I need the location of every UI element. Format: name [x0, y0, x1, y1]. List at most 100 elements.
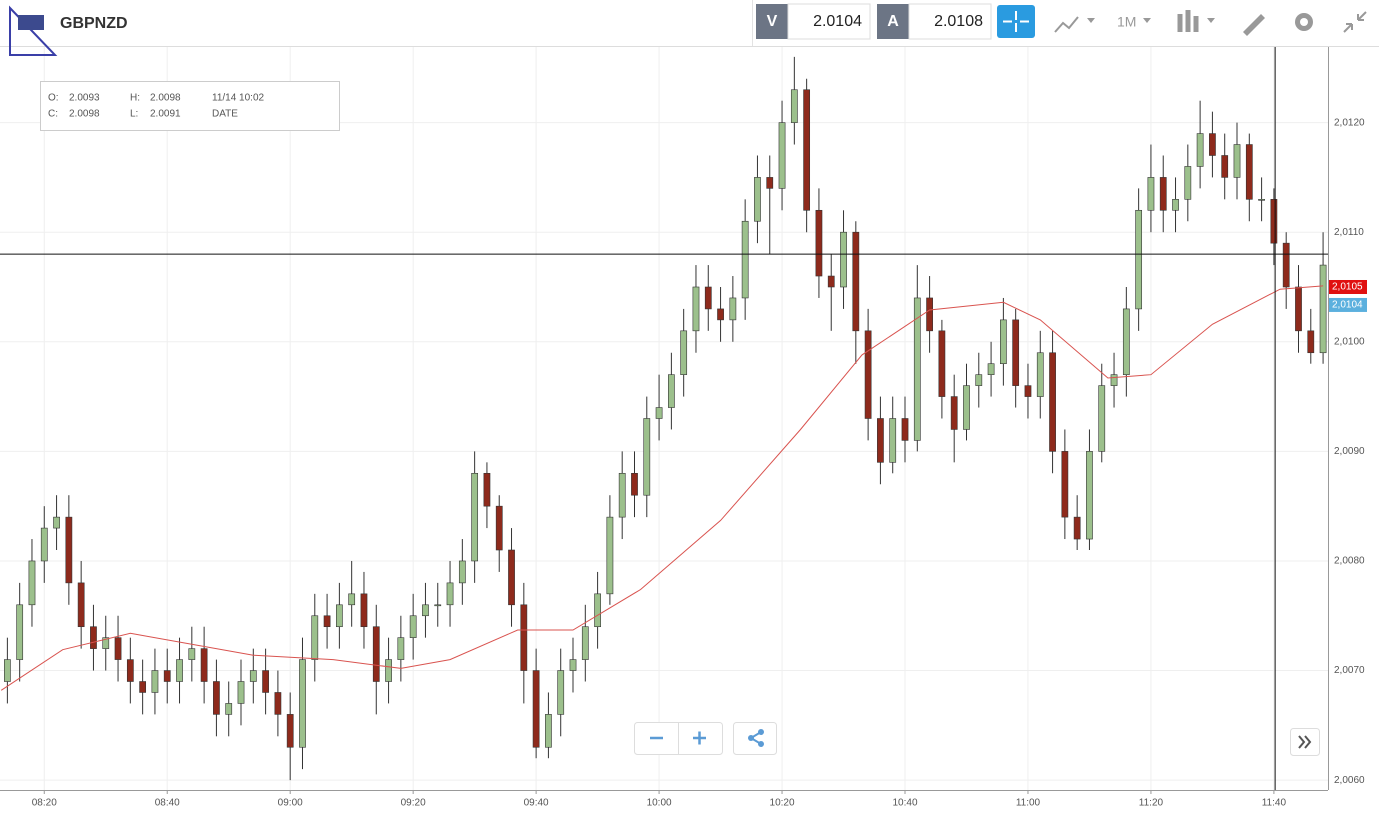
- candle-body: [790, 89, 798, 123]
- draw-icon[interactable]: [1243, 14, 1265, 36]
- candle-body: [163, 670, 171, 682]
- candle-body: [901, 418, 909, 441]
- candle-body: [557, 670, 565, 715]
- candle-body: [299, 659, 306, 748]
- info-value: 2.0098: [150, 93, 181, 104]
- candle-body: [372, 626, 380, 682]
- bid-label: V: [767, 13, 778, 30]
- candle-body: [864, 330, 872, 419]
- candle-body: [987, 363, 995, 375]
- candle-body: [717, 308, 724, 321]
- candle-body: [77, 582, 85, 628]
- chart-type-icon[interactable]: [1054, 16, 1079, 33]
- candle-body: [827, 275, 835, 288]
- candle-body: [176, 659, 183, 682]
- y-tick-label: 2,0100: [1334, 336, 1365, 347]
- candle-body: [520, 604, 528, 671]
- candle-body: [102, 637, 110, 649]
- symbol: GBPNZD: [60, 15, 128, 32]
- y-tick-label: 2,0120: [1334, 117, 1365, 128]
- candle-body: [655, 407, 663, 419]
- candle-body: [1172, 199, 1179, 211]
- candle-body: [237, 681, 245, 704]
- candle-body: [704, 286, 712, 310]
- info-value: 2.0093: [69, 93, 100, 104]
- candle-body: [631, 472, 638, 496]
- ask-label: A: [887, 13, 899, 30]
- candle-body: [446, 582, 454, 606]
- candle-body: [139, 681, 147, 693]
- candle-body: [877, 418, 884, 463]
- candle-body: [434, 604, 442, 607]
- bid-tag: [756, 4, 788, 39]
- candle-body: [126, 659, 134, 682]
- candle-body: [569, 659, 577, 671]
- candle-body: [323, 615, 331, 628]
- info-value: 2.0091: [150, 109, 181, 120]
- price-tag-label: 2,0105: [1332, 282, 1363, 293]
- candle-body: [594, 593, 601, 628]
- candle-body: [581, 626, 589, 660]
- candle-body: [53, 516, 60, 529]
- candle-body: [1024, 385, 1032, 397]
- candle-body: [409, 615, 417, 638]
- candle-body: [336, 604, 343, 628]
- flag-icon: [18, 15, 44, 30]
- ask-box[interactable]: [908, 3, 992, 40]
- candle-body: [1307, 330, 1315, 354]
- candle-body: [975, 374, 983, 386]
- candle-body: [225, 703, 233, 715]
- candle-body: [508, 549, 515, 606]
- candle-body: [286, 714, 294, 748]
- candle-body: [913, 297, 921, 441]
- timeframe[interactable]: 1M: [1117, 14, 1136, 30]
- candle-body: [1258, 199, 1265, 201]
- candle-body: [1221, 155, 1229, 178]
- share-button[interactable]: [733, 722, 777, 755]
- candle-body: [311, 615, 319, 660]
- share-dot: [748, 735, 754, 741]
- candle-body: [1209, 133, 1216, 156]
- candle-body: [1233, 144, 1241, 178]
- candle-body: [754, 177, 761, 222]
- bid-box[interactable]: [787, 3, 871, 40]
- zoom-in[interactable]: [693, 731, 706, 745]
- candle-body: [200, 648, 208, 682]
- logo: [9, 5, 58, 56]
- candle-body: [1184, 166, 1192, 200]
- candle-body: [1000, 319, 1007, 365]
- candle-body: [1061, 451, 1069, 518]
- candle-body: [606, 516, 614, 595]
- collapse-icon[interactable]: [1343, 11, 1367, 33]
- candle-body: [778, 122, 786, 189]
- candle-body: [1147, 177, 1155, 211]
- bid-price: 2.0104: [813, 13, 862, 30]
- info-label: H:: [130, 93, 140, 104]
- candle-body: [249, 670, 257, 682]
- candle-body: [151, 670, 159, 693]
- price-tag: [1329, 297, 1367, 312]
- info-box: [40, 81, 340, 131]
- ohlc-info: O: 2.0093 H: 2.0098 C: 2.0098 L: 2.0091 …: [40, 81, 340, 131]
- candle-icon[interactable]: [1177, 10, 1199, 32]
- ask-price: 2.0108: [934, 13, 983, 30]
- divider: [752, 0, 753, 46]
- candle-body: [1098, 385, 1106, 452]
- candle-body: [422, 604, 429, 617]
- candle-body: [729, 297, 737, 321]
- candle-body: [1036, 352, 1044, 397]
- candle-body: [16, 604, 24, 660]
- info-label: L:: [130, 109, 138, 120]
- candle-body: [90, 626, 97, 649]
- x-tick-label: 09:40: [524, 798, 549, 809]
- candle-body: [668, 374, 675, 408]
- crosshair-icon: [1003, 11, 1029, 32]
- candle-body: [188, 648, 196, 660]
- price-tag-label: 2,0104: [1332, 300, 1363, 311]
- candle-body: [114, 637, 122, 660]
- candle-body: [360, 593, 368, 628]
- candle-body: [889, 418, 897, 463]
- y-tick-label: 2,0070: [1334, 665, 1365, 676]
- crosshair-button[interactable]: [997, 5, 1035, 38]
